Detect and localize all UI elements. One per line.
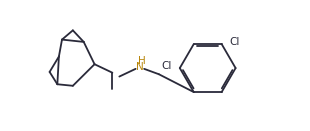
Text: Cl: Cl — [229, 37, 240, 47]
Text: H: H — [138, 56, 146, 66]
Text: N: N — [136, 62, 143, 72]
Text: Cl: Cl — [162, 61, 172, 71]
